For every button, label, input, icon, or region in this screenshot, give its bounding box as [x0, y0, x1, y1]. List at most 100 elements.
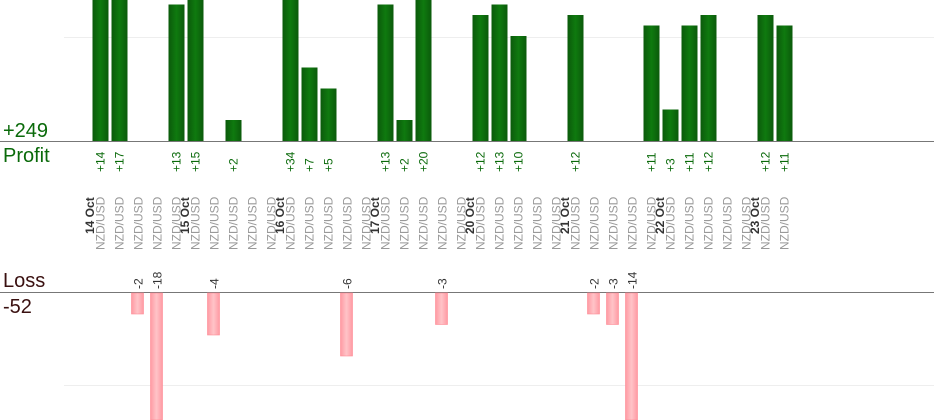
profit-bar: [282, 0, 299, 141]
symbol-label: NZD/USD: [664, 196, 678, 250]
profit-value-label: +2: [227, 158, 241, 172]
profit-value-label: +12: [759, 151, 773, 172]
symbol-label: NZD/USD: [227, 196, 241, 250]
symbol-label: NZD/USD: [189, 196, 203, 250]
symbol-label: NZD/USD: [170, 196, 184, 250]
profit-bar: [776, 25, 793, 141]
loss-bar: [625, 292, 638, 420]
profit-value-label: +17: [113, 151, 127, 172]
profit-bar: [662, 109, 679, 141]
symbol-label: NZD/USD: [759, 196, 773, 250]
loss-value-label: -2: [132, 278, 146, 289]
loss-value-label: -18: [151, 271, 165, 289]
symbol-label: NZD/USD: [379, 196, 393, 250]
symbol-label: NZD/USD: [721, 196, 735, 250]
profit-value-label: +15: [189, 151, 203, 172]
loss-label: Loss: [3, 270, 46, 292]
profit-bar: [396, 120, 413, 141]
chart-grid: [0, 37, 934, 386]
loss-value-label: -3: [607, 278, 621, 289]
profit-value-label: +10: [512, 151, 526, 172]
profit-bar: [187, 0, 204, 141]
profit-bar: [301, 67, 318, 141]
profit-bar: [643, 25, 660, 141]
symbol-label: NZD/USD: [607, 196, 621, 250]
symbol-label: NZD/USD: [208, 196, 222, 250]
profit-value-label: +20: [417, 151, 431, 172]
symbol-label: NZD/USD: [398, 196, 412, 250]
symbol-label: NZD/USD: [626, 196, 640, 250]
loss-bar: [207, 292, 220, 336]
symbol-label: NZD/USD: [455, 196, 469, 250]
symbol-label: NZD/USD: [303, 196, 317, 250]
symbol-label: NZD/USD: [132, 196, 146, 250]
profit-label: Profit: [3, 145, 50, 167]
profit-value-label: +2: [398, 158, 412, 172]
symbol-label: NZD/USD: [740, 196, 754, 250]
profit-bar: [168, 4, 185, 141]
profit-bar: [491, 4, 508, 141]
profit-value-label: +7: [303, 158, 317, 172]
loss-value-label: -3: [436, 278, 450, 289]
loss-value-label: -2: [588, 278, 602, 289]
symbol-label: NZD/USD: [512, 196, 526, 250]
symbol-label: NZD/USD: [436, 196, 450, 250]
profit-value-label: +12: [702, 151, 716, 172]
chart-labels: 14 Oct NZD/USD NZD/USD NZD/USD NZD/USD NZD/US…: [83, 151, 792, 289]
profit-value-label: +14: [94, 151, 108, 172]
symbol-label: NZD/USD: [645, 196, 659, 250]
date-label: 14 Oct: [83, 197, 97, 234]
profit-bar: [320, 88, 337, 141]
profit-bar: [757, 15, 774, 141]
profit-bar: [92, 0, 109, 141]
date-label: 17 Oct: [368, 197, 382, 234]
profit-value-label: +11: [645, 152, 659, 172]
symbol-label: NZD/USD: [588, 196, 602, 250]
symbol-label: NZD/USD: [284, 196, 298, 250]
symbol-label: NZD/USD: [246, 196, 260, 250]
date-label: 23 Oct: [748, 197, 762, 234]
symbol-label: NZD/USD: [531, 196, 545, 250]
chart-bars: [92, 0, 793, 420]
profit-value-label: +11: [778, 152, 792, 172]
loss-bar: [150, 292, 163, 420]
profit-bar: [510, 36, 527, 141]
profit-value-label: +13: [493, 151, 507, 172]
symbol-label: NZD/USD: [569, 196, 583, 250]
symbol-label: NZD/USD: [702, 196, 716, 250]
symbol-label: NZD/USD: [550, 196, 564, 250]
date-label: 21 Oct: [558, 197, 572, 234]
profit-bar: [681, 25, 698, 141]
symbol-label: NZD/USD: [474, 196, 488, 250]
loss-total: -52: [3, 296, 32, 318]
date-label: 20 Oct: [463, 197, 477, 234]
symbol-label: NZD/USD: [778, 196, 792, 250]
symbol-label: NZD/USD: [360, 196, 374, 250]
loss-bar: [606, 292, 619, 325]
date-label: 22 Oct: [653, 197, 667, 234]
symbol-label: NZD/USD: [151, 196, 165, 250]
profit-total: +249: [3, 120, 49, 142]
loss-value-label: -14: [626, 271, 640, 289]
profit-value-label: +13: [170, 151, 184, 172]
symbol-label: NZD/USD: [341, 196, 355, 250]
profit-value-label: +12: [569, 151, 583, 172]
loss-bar: [340, 292, 353, 357]
profit-value-label: +11: [683, 152, 697, 172]
profit-value-label: +12: [474, 151, 488, 172]
profit-value-label: +5: [322, 158, 336, 172]
symbol-label: NZD/USD: [683, 196, 697, 250]
profit-bar: [225, 120, 242, 141]
symbol-label: NZD/USD: [113, 196, 127, 250]
loss-bar: [435, 292, 448, 325]
date-label: 16 Oct: [273, 197, 287, 234]
profit-value-label: +13: [379, 151, 393, 172]
loss-bar: [131, 292, 144, 315]
symbol-label: NZD/USD: [322, 196, 336, 250]
symbol-label: NZD/USD: [493, 196, 507, 250]
profit-bar: [111, 0, 128, 141]
symbol-label: NZD/USD: [265, 196, 279, 250]
loss-value-label: -6: [341, 278, 355, 289]
profit-bar: [700, 15, 717, 141]
